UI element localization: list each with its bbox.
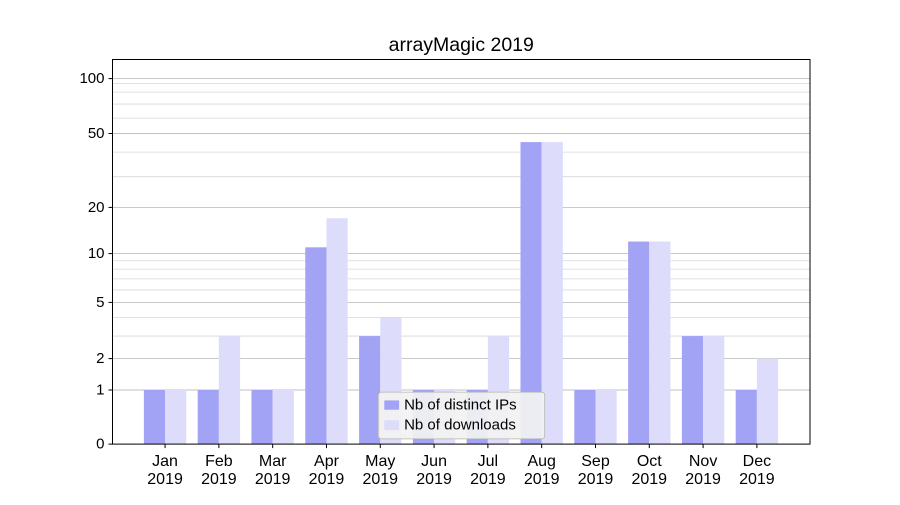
svg-text:Nov: Nov — [689, 453, 717, 470]
svg-text:Aug: Aug — [527, 453, 555, 470]
svg-text:2019: 2019 — [309, 471, 345, 488]
svg-text:Nb of downloads: Nb of downloads — [404, 417, 516, 434]
svg-text:Apr: Apr — [314, 453, 340, 470]
svg-text:20: 20 — [88, 199, 105, 216]
svg-text:2019: 2019 — [739, 471, 775, 488]
svg-text:Feb: Feb — [205, 453, 233, 470]
svg-text:1: 1 — [96, 382, 104, 399]
svg-text:2019: 2019 — [416, 471, 452, 488]
svg-text:2019: 2019 — [685, 471, 721, 488]
svg-text:Mar: Mar — [259, 453, 287, 470]
svg-text:2019: 2019 — [362, 471, 398, 488]
svg-text:arrayMagic 2019: arrayMagic 2019 — [389, 34, 534, 56]
svg-text:2019: 2019 — [201, 471, 237, 488]
svg-text:2019: 2019 — [470, 471, 506, 488]
svg-text:Jun: Jun — [421, 453, 447, 470]
svg-text:0: 0 — [96, 436, 104, 453]
svg-text:Dec: Dec — [743, 453, 771, 470]
svg-text:Jul: Jul — [478, 453, 498, 470]
svg-text:2019: 2019 — [255, 471, 291, 488]
svg-text:2019: 2019 — [578, 471, 614, 488]
svg-text:Nb of distinct IPs: Nb of distinct IPs — [404, 396, 517, 413]
svg-text:5: 5 — [96, 294, 104, 311]
svg-text:May: May — [365, 453, 395, 470]
svg-text:100: 100 — [79, 70, 104, 87]
svg-text:2: 2 — [96, 350, 104, 367]
svg-text:Jan: Jan — [152, 453, 178, 470]
svg-text:50: 50 — [88, 125, 105, 142]
svg-text:2019: 2019 — [631, 471, 667, 488]
svg-text:Sep: Sep — [581, 453, 610, 470]
svg-text:10: 10 — [88, 245, 105, 262]
svg-text:Oct: Oct — [637, 453, 662, 470]
svg-text:2019: 2019 — [147, 471, 183, 488]
svg-text:2019: 2019 — [524, 471, 560, 488]
